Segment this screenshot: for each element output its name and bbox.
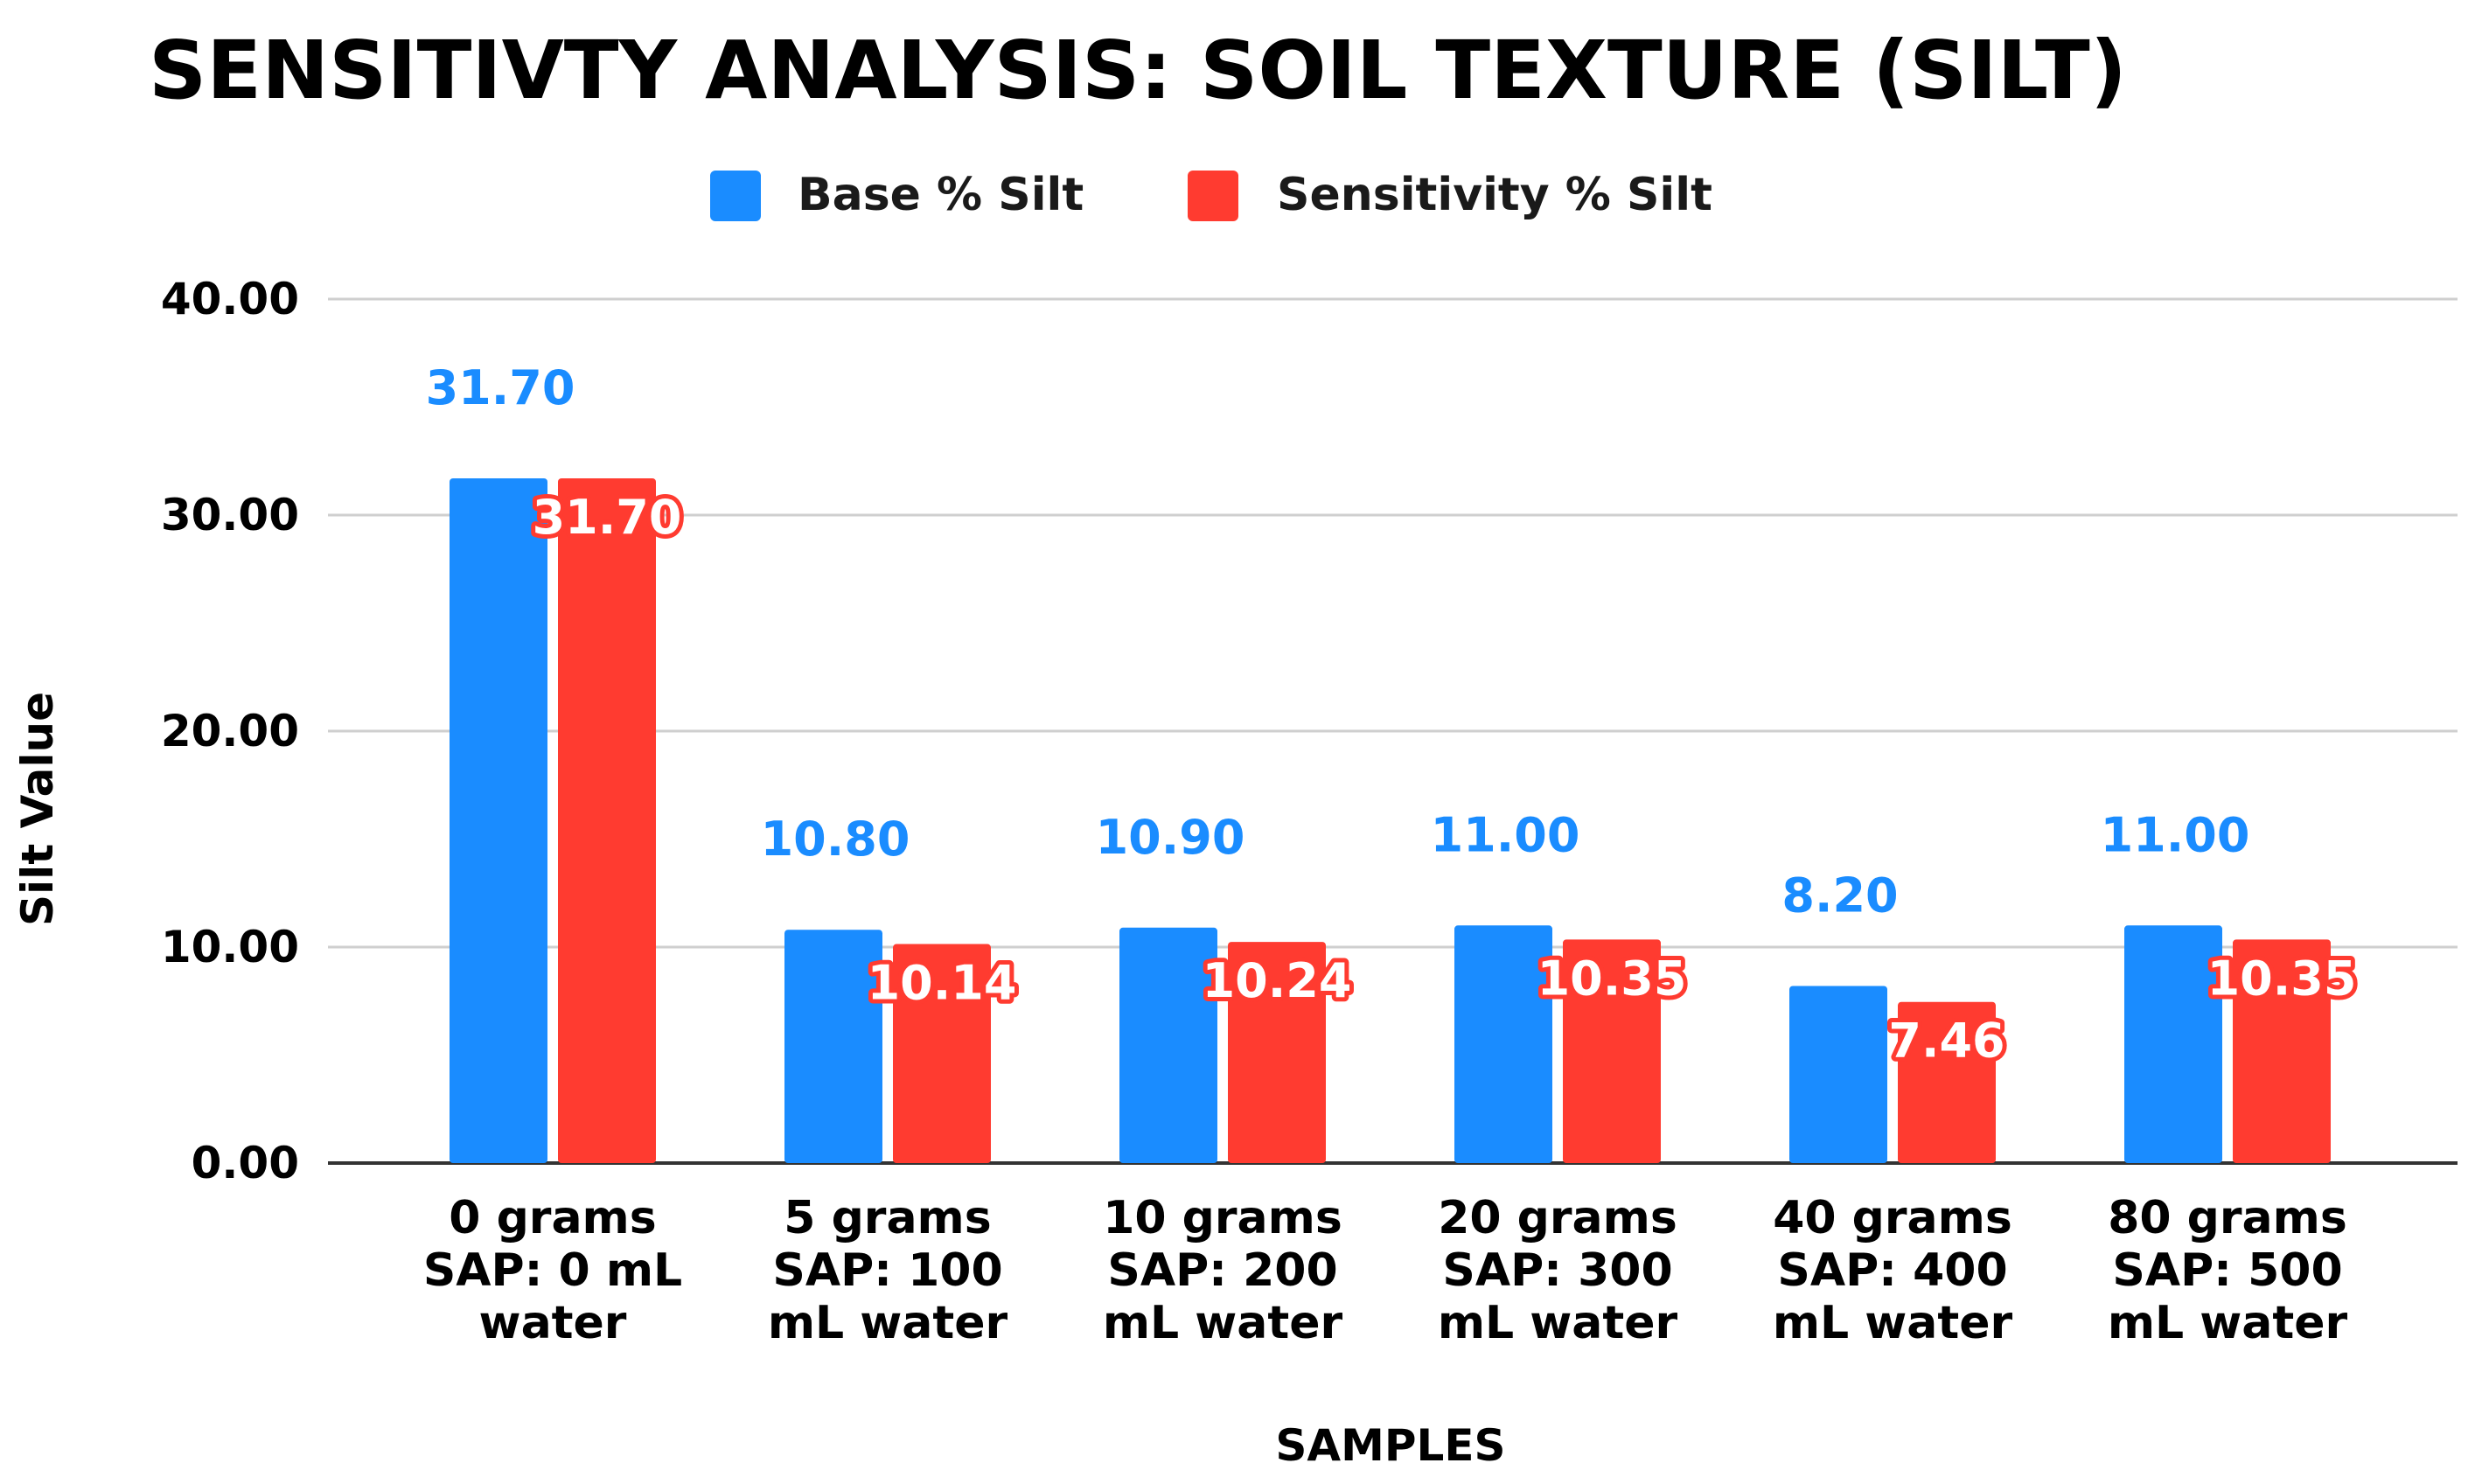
x-axis-categories: 0 grams SAP: 0 mL water 5 grams SAP: 100 mL w… bbox=[423, 1192, 2348, 1349]
data-label-sensitivity: 10.35 bbox=[2207, 951, 2357, 1006]
legend-swatch-sensitivity bbox=[1188, 171, 1238, 221]
y-tick-label: 0.00 bbox=[192, 1138, 299, 1188]
bars bbox=[450, 478, 2331, 1163]
data-labels: 31.70 31.70 10.80 10.14 10.90 10.24 11.00 10.35… bbox=[426, 360, 2361, 1073]
y-tick-label: 20.00 bbox=[161, 706, 299, 756]
data-label-base: 11.00 bbox=[2101, 807, 2250, 862]
data-label-sensitivity: 31.70 bbox=[533, 490, 682, 545]
bar-sensitivity bbox=[893, 944, 991, 1163]
bar-base bbox=[2124, 925, 2222, 1163]
legend-swatch-base bbox=[710, 171, 761, 221]
bar-base bbox=[1454, 925, 1552, 1163]
y-axis-title: Silt Value bbox=[12, 692, 63, 926]
bar-sensitivity bbox=[1228, 942, 1326, 1163]
data-label-base: 10.80 bbox=[761, 812, 910, 867]
x-axis-title: SAMPLES bbox=[1275, 1420, 1505, 1471]
y-tick-label: 40.00 bbox=[161, 274, 299, 324]
y-tick-label: 30.00 bbox=[161, 490, 299, 540]
bar-sensitivity bbox=[2233, 939, 2331, 1163]
x-tick-label: 20 grams SAP: 300 mL water bbox=[1438, 1192, 1678, 1349]
x-tick-label: 0 grams SAP: 0 mL water bbox=[423, 1192, 682, 1349]
chart-title: SENSITIVTY ANALYSIS: SOIL TEXTURE (SILT) bbox=[149, 24, 2127, 117]
data-label-sensitivity: 7.46 bbox=[1888, 1014, 2004, 1069]
bar-base bbox=[784, 930, 882, 1163]
x-tick-label: 40 grams SAP: 400 mL water bbox=[1773, 1192, 2013, 1349]
data-label-sensitivity: 10.24 bbox=[1203, 953, 1352, 1008]
legend: Base % Silt Sensitivity % Silt bbox=[710, 169, 1712, 221]
data-label-sensitivity: 10.35 bbox=[1537, 951, 1687, 1006]
x-tick-label: 10 grams SAP: 200 mL water bbox=[1103, 1192, 1343, 1349]
data-label-base: 11.00 bbox=[1431, 807, 1580, 862]
bar-base bbox=[1119, 927, 1217, 1163]
legend-label-base: Base % Silt bbox=[798, 169, 1084, 221]
bar-base bbox=[450, 478, 547, 1163]
data-label-sensitivity: 10.14 bbox=[868, 956, 1017, 1011]
legend-label-sensitivity: Sensitivity % Silt bbox=[1277, 169, 1712, 221]
bar-base bbox=[1789, 986, 1887, 1163]
bar-sensitivity bbox=[1563, 939, 1661, 1163]
gridlines bbox=[328, 297, 2458, 1165]
bar-sensitivity bbox=[1898, 1001, 1996, 1163]
data-label-base: 10.90 bbox=[1096, 810, 1245, 865]
data-label-base: 8.20 bbox=[1781, 867, 1898, 923]
data-label-base: 31.70 bbox=[426, 360, 575, 415]
y-axis-ticks: 0.00 10.00 20.00 30.00 40.00 bbox=[161, 274, 299, 1188]
bar-sensitivity bbox=[558, 478, 656, 1163]
x-tick-label: 5 grams SAP: 100 mL water bbox=[768, 1192, 1008, 1349]
x-tick-label: 80 grams SAP: 500 mL water bbox=[2108, 1192, 2348, 1349]
y-tick-label: 10.00 bbox=[161, 922, 299, 972]
